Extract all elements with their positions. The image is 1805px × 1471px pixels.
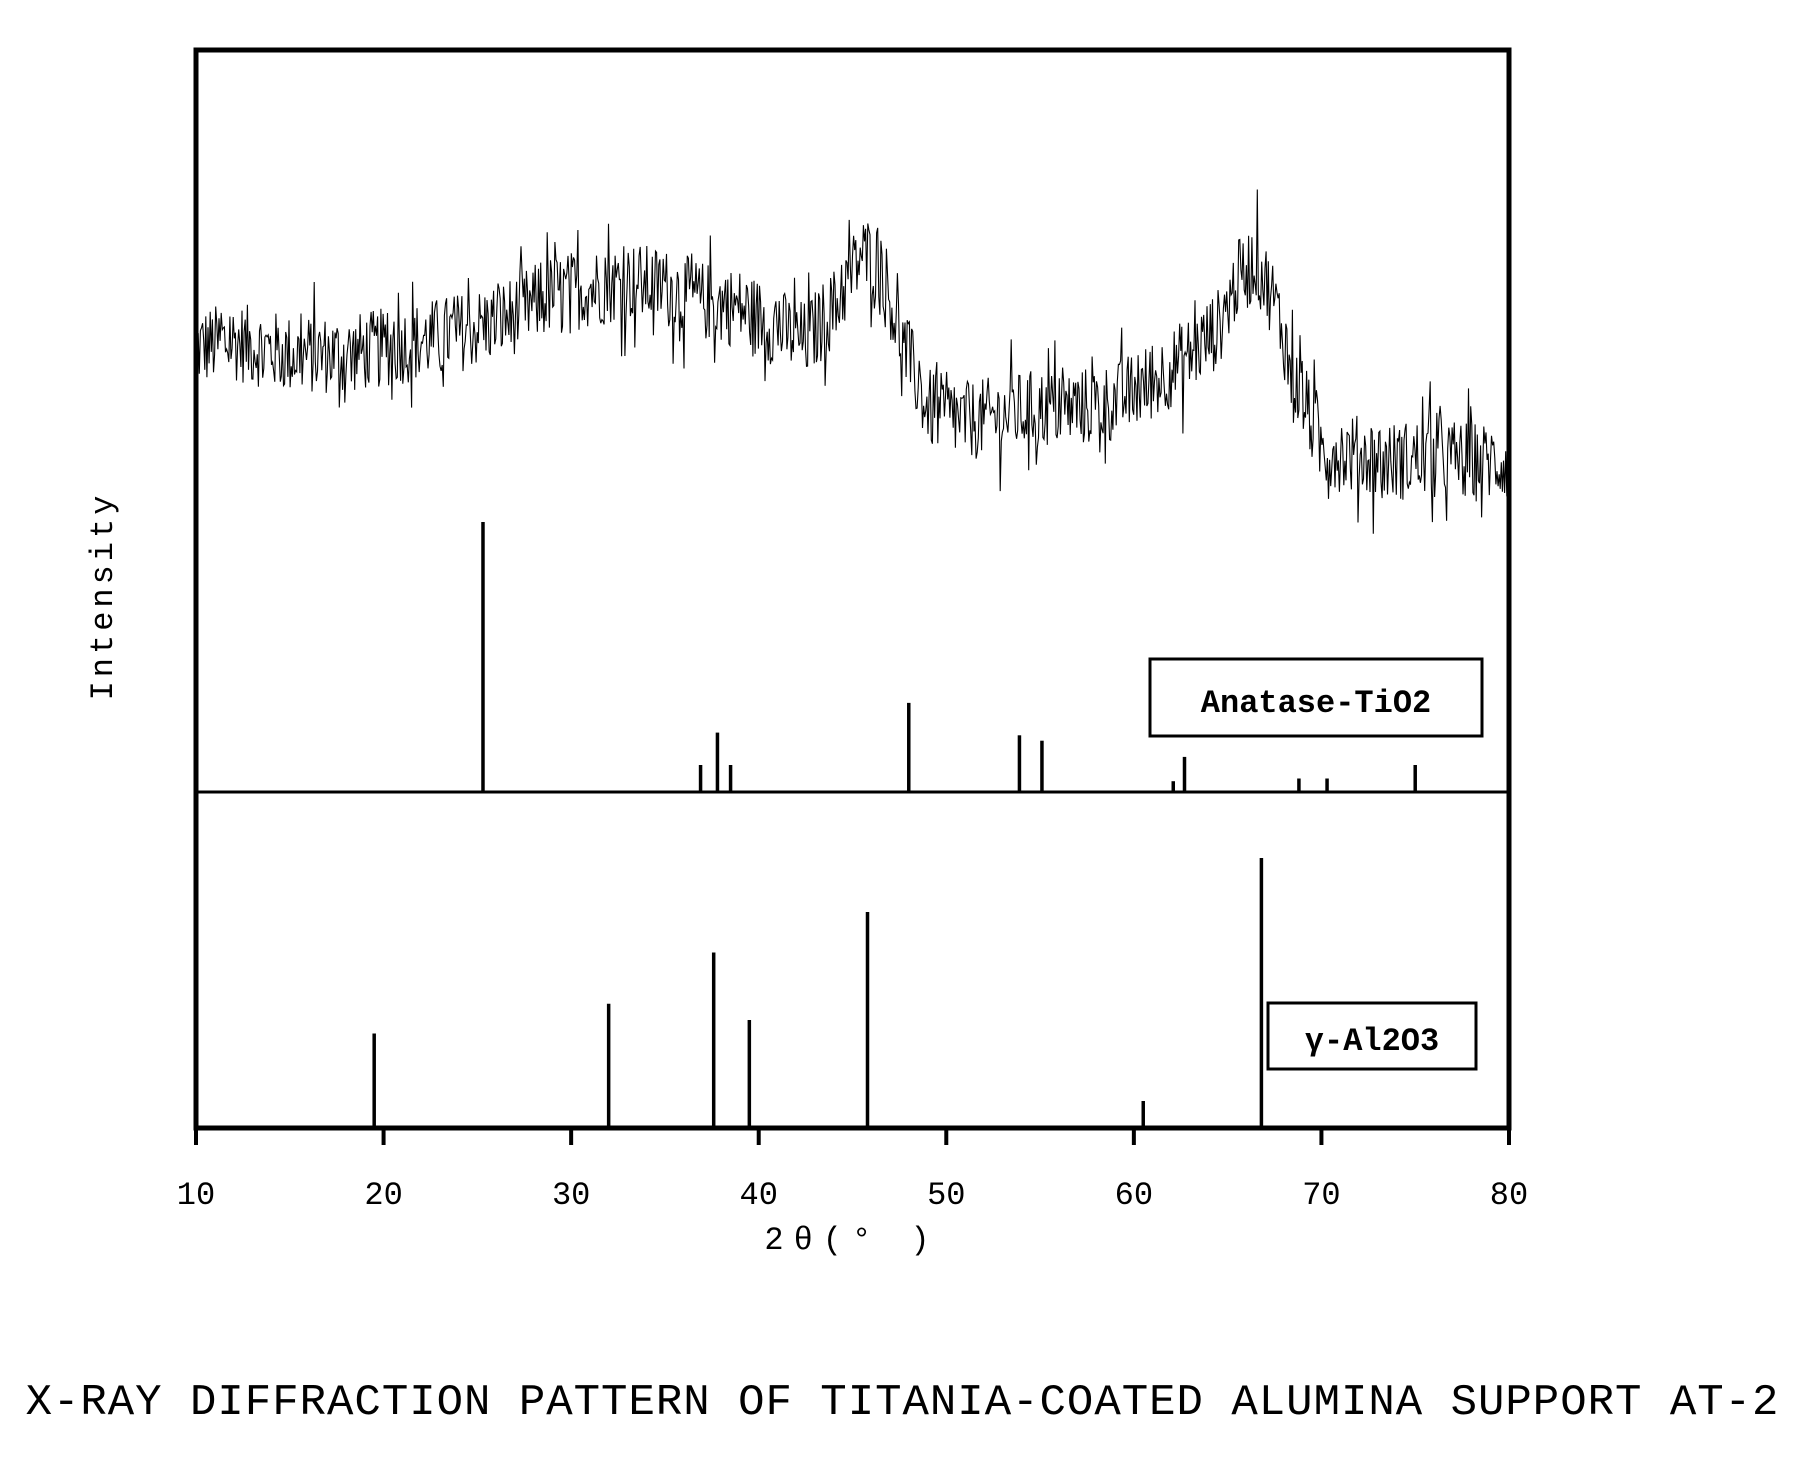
x-tick-label-40: 40: [740, 1177, 778, 1214]
sample-diffraction-curve: [196, 190, 1509, 534]
anatase-legend-label: Anatase-TiO2: [1201, 685, 1431, 722]
sample-curve-path: [196, 190, 1509, 534]
x-axis-title: 2θ(° ): [764, 1222, 939, 1259]
x-tick-label-60: 60: [1115, 1177, 1153, 1214]
x-tick-label-20: 20: [364, 1177, 402, 1214]
x-tick-label-50: 50: [927, 1177, 965, 1214]
alumina-legend-label: γ-Al2O3: [1305, 1023, 1439, 1060]
x-tick-label-30: 30: [552, 1177, 590, 1214]
x-tick-label-80: 80: [1490, 1177, 1528, 1214]
alumina-reference-sticks: [374, 858, 1261, 1128]
plot-frame: [196, 50, 1509, 1128]
anatase-reference-sticks: [483, 522, 1415, 792]
y-axis-title: Intensity: [85, 492, 122, 701]
x-tick-label-10: 10: [177, 1177, 215, 1214]
x-axis-ticks: [196, 1128, 1509, 1145]
figure-caption: X-RAY DIFFRACTION PATTERN OF TITANIA-COA…: [0, 1378, 1805, 1428]
x-axis-tick-labels: 10 20 30 40 50 60 70 80: [177, 1177, 1528, 1214]
x-tick-label-70: 70: [1302, 1177, 1340, 1214]
